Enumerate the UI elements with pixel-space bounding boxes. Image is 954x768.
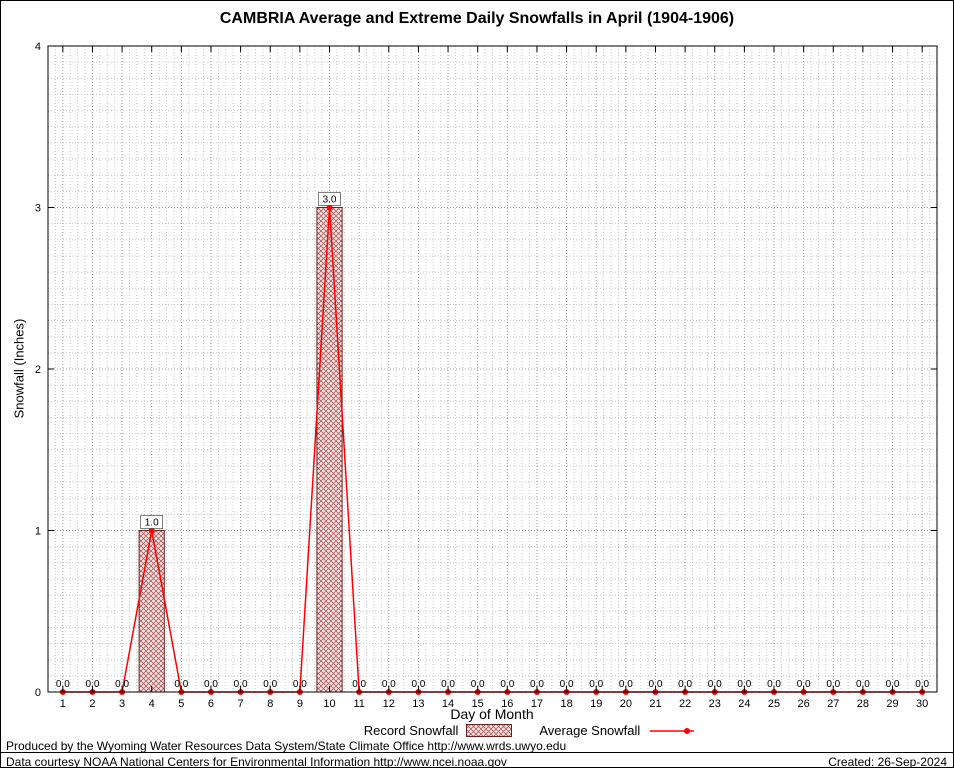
value-label: 0.0	[619, 679, 633, 690]
footer-divider	[1, 752, 953, 753]
value-label: 0.0	[560, 679, 574, 690]
x-tick-label: 26	[798, 698, 810, 710]
y-tick-label: 2	[35, 364, 41, 376]
x-tick-label: 4	[149, 698, 155, 710]
x-tick-label: 16	[501, 698, 513, 710]
x-tick-label: 10	[323, 698, 335, 710]
value-label: 0.0	[85, 679, 99, 690]
value-label: 0.0	[797, 679, 811, 690]
y-tick-label: 4	[35, 41, 41, 53]
x-tick-label: 23	[709, 698, 721, 710]
x-tick-label: 3	[119, 698, 125, 710]
value-label: 0.0	[234, 679, 248, 690]
y-tick-label: 3	[35, 203, 41, 215]
value-label: 0.0	[352, 679, 366, 690]
value-label: 0.0	[530, 679, 544, 690]
legend: Record Snowfall Average Snowfall	[53, 723, 953, 738]
x-tick-label: 2	[89, 698, 95, 710]
x-axis-title: Day of Month	[450, 706, 534, 722]
x-tick-label: 20	[620, 698, 632, 710]
x-tick-label: 17	[531, 698, 543, 710]
x-tick-label: 8	[267, 698, 273, 710]
value-label: 0.0	[500, 679, 514, 690]
x-tick-label: 22	[679, 698, 691, 710]
value-label: 0.0	[826, 679, 840, 690]
x-tick-label: 6	[208, 698, 214, 710]
x-tick-label: 13	[412, 698, 424, 710]
value-label: 0.0	[886, 679, 900, 690]
y-axis-title: Snowfall (Inches)	[11, 318, 27, 419]
value-label: 0.0	[382, 679, 396, 690]
average-snowfall-swatch-icon	[650, 727, 695, 734]
value-label: 0.0	[115, 679, 129, 690]
x-tick-label: 21	[649, 698, 661, 710]
value-label: 0.0	[767, 679, 781, 690]
footer-produced-by: Produced by the Wyoming Water Resources …	[6, 739, 567, 753]
y-tick-label: 1	[35, 526, 41, 538]
chart-title: CAMBRIA Average and Extreme Daily Snowfa…	[219, 10, 735, 27]
x-tick-label: 9	[297, 698, 303, 710]
value-label: 0.0	[56, 679, 70, 690]
value-label: 0.0	[649, 679, 663, 690]
value-label: 0.0	[856, 679, 870, 690]
gridlines	[48, 46, 937, 692]
record-snowfall-swatch-icon	[466, 724, 513, 737]
value-label: 0.0	[471, 679, 485, 690]
legend-item-average: Average Snowfall	[539, 723, 696, 738]
value-label: 0.0	[708, 679, 722, 690]
x-tick-label: 11	[353, 698, 364, 710]
legend-label-record: Record Snowfall	[363, 723, 459, 738]
value-label: 3.0	[323, 195, 337, 206]
x-tick-label: 12	[383, 698, 395, 710]
x-tick-label: 25	[768, 698, 780, 710]
x-tick-label: 1	[60, 698, 66, 710]
x-tick-label: 29	[886, 698, 898, 710]
value-label: 0.0	[678, 679, 692, 690]
value-label: 1.0	[145, 518, 159, 529]
x-tick-label: 27	[827, 698, 839, 710]
value-label: 0.0	[915, 679, 929, 690]
value-label: 0.0	[441, 679, 455, 690]
y-tick-label: 0	[35, 687, 41, 699]
x-tick-label: 5	[178, 698, 184, 710]
x-tick-label: 7	[238, 698, 244, 710]
footer-data-courtesy: Data courtesy NOAA National Centers for …	[6, 755, 507, 768]
legend-item-record: Record Snowfall	[364, 723, 514, 738]
x-tick-label: 28	[857, 698, 869, 710]
value-label: 0.0	[263, 679, 277, 690]
x-tick-label: 19	[590, 698, 602, 710]
value-label: 0.0	[411, 679, 425, 690]
x-tick-label: 14	[442, 698, 454, 710]
value-label: 0.0	[174, 679, 188, 690]
value-labels: 0.0 0.0 0.0 1.0 0.0 0.0 0.0 0.0 0.0 3.0 0.0 0.0 0.0 0…	[56, 192, 930, 690]
legend-label-average: Average Snowfall	[539, 723, 641, 738]
value-label: 0.0	[589, 679, 603, 690]
value-label: 0.0	[293, 679, 307, 690]
x-tick-label: 24	[738, 698, 750, 710]
value-label: 0.0	[737, 679, 751, 690]
x-tick-label: 15	[472, 698, 484, 710]
x-tick-label: 30	[916, 698, 928, 710]
created-date-stamp: Created: 26-Sep-2024	[828, 755, 947, 768]
x-tick-label: 18	[560, 698, 572, 710]
value-label: 0.0	[204, 679, 218, 690]
